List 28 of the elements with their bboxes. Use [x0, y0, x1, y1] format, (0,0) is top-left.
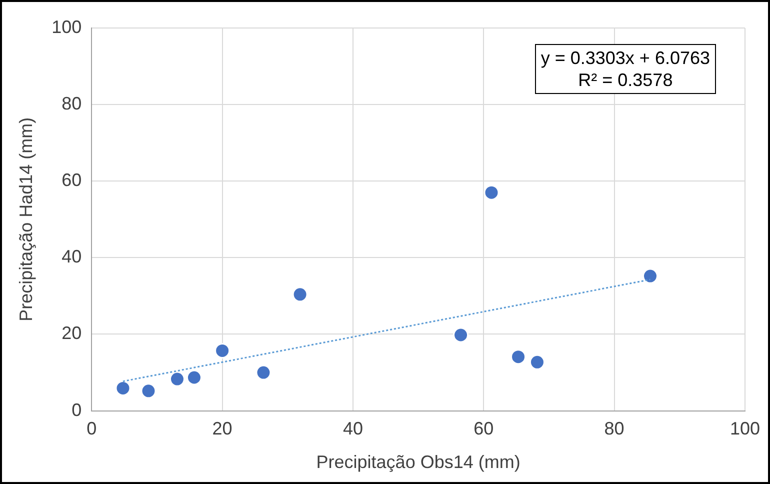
point — [256, 364, 272, 380]
x-tick-label: 20 — [212, 418, 232, 439]
y-tick-label: 20 — [62, 323, 82, 344]
point — [510, 349, 526, 365]
y-tick-label: 40 — [62, 246, 82, 267]
y-axis-title: Precipitação Had14 (mm) — [16, 117, 36, 322]
y-tick-label: 0 — [72, 400, 82, 420]
point — [140, 383, 156, 399]
point — [169, 371, 185, 387]
y-tick-label: 60 — [62, 170, 82, 190]
point — [186, 370, 202, 386]
x-tick-label: 100 — [730, 418, 760, 439]
point — [115, 380, 131, 396]
x-tick-label: 40 — [342, 418, 363, 439]
x-axis-title: Precipitação Obs14 (mm) — [316, 452, 520, 472]
x-tick-label: 60 — [474, 418, 494, 439]
point — [292, 286, 308, 302]
point — [214, 342, 230, 358]
y-tick-label: 80 — [62, 94, 82, 114]
point — [484, 184, 500, 200]
point — [642, 268, 658, 284]
annotation: y = 0.3303x + 6.0763 — [540, 47, 710, 69]
x-tick-label: 0 — [86, 418, 97, 439]
x-tick-label: 80 — [604, 418, 624, 439]
point — [453, 327, 469, 343]
y-tick-label: 100 — [52, 16, 82, 37]
point — [529, 354, 545, 370]
annotation: R² = 0.3578 — [577, 69, 674, 91]
